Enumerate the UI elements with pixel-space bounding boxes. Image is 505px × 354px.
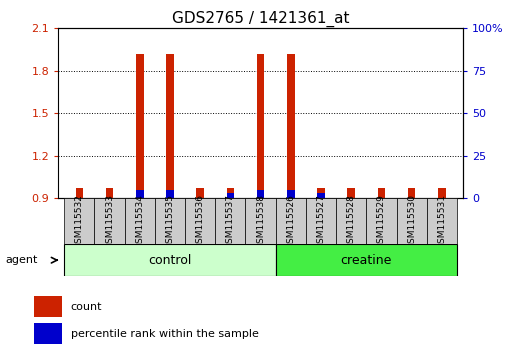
Bar — [257, 54, 264, 198]
Text: GSM115529: GSM115529 — [376, 194, 385, 249]
Text: GSM115526: GSM115526 — [286, 194, 295, 249]
Text: GSM115527: GSM115527 — [316, 194, 325, 249]
FancyBboxPatch shape — [64, 244, 275, 276]
Bar — [407, 188, 415, 198]
Text: GSM115532: GSM115532 — [75, 194, 84, 249]
Text: GSM115534: GSM115534 — [135, 194, 144, 249]
Bar — [377, 188, 384, 198]
Text: GSM115538: GSM115538 — [256, 194, 265, 249]
FancyBboxPatch shape — [275, 198, 306, 244]
Text: GSM115530: GSM115530 — [407, 194, 415, 249]
Text: control: control — [148, 254, 191, 267]
Bar — [196, 188, 204, 198]
Bar — [286, 54, 294, 198]
FancyBboxPatch shape — [426, 198, 456, 244]
Bar — [226, 188, 234, 198]
Text: GSM115536: GSM115536 — [195, 194, 204, 249]
Bar — [317, 193, 324, 198]
Bar — [136, 190, 143, 198]
Text: GSM115528: GSM115528 — [346, 194, 355, 249]
FancyBboxPatch shape — [306, 198, 335, 244]
Bar — [136, 54, 143, 198]
Bar — [226, 193, 234, 198]
Bar — [166, 54, 173, 198]
Text: GSM115535: GSM115535 — [165, 194, 174, 249]
FancyBboxPatch shape — [94, 198, 124, 244]
Text: creatine: creatine — [340, 254, 391, 267]
Bar — [437, 188, 445, 198]
Bar — [317, 188, 324, 198]
Title: GDS2765 / 1421361_at: GDS2765 / 1421361_at — [172, 11, 348, 27]
FancyBboxPatch shape — [245, 198, 275, 244]
FancyBboxPatch shape — [64, 198, 94, 244]
FancyBboxPatch shape — [124, 198, 155, 244]
Text: GSM115531: GSM115531 — [436, 194, 445, 249]
FancyBboxPatch shape — [396, 198, 426, 244]
Bar — [347, 188, 355, 198]
Text: GSM115533: GSM115533 — [105, 194, 114, 249]
Bar — [106, 188, 113, 198]
Text: count: count — [71, 302, 102, 312]
FancyBboxPatch shape — [366, 198, 396, 244]
Bar — [257, 190, 264, 198]
Text: percentile rank within the sample: percentile rank within the sample — [71, 329, 258, 339]
Bar — [34, 296, 62, 317]
Bar — [286, 190, 294, 198]
FancyBboxPatch shape — [335, 198, 366, 244]
Bar — [34, 324, 62, 344]
Bar — [75, 188, 83, 198]
FancyBboxPatch shape — [155, 198, 185, 244]
Text: GSM115537: GSM115537 — [225, 194, 234, 249]
FancyBboxPatch shape — [215, 198, 245, 244]
FancyBboxPatch shape — [185, 198, 215, 244]
Text: agent: agent — [5, 255, 37, 265]
FancyBboxPatch shape — [275, 244, 456, 276]
Bar — [166, 190, 173, 198]
